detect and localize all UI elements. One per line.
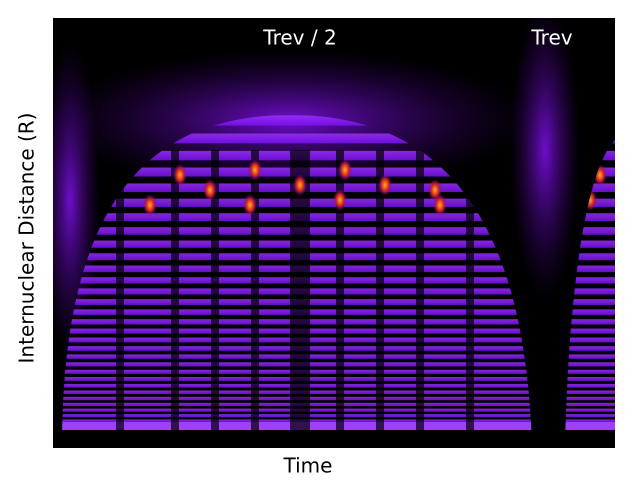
- fringe: [62, 133, 615, 144]
- hot-spot: [433, 194, 447, 216]
- hot-spot: [173, 164, 187, 186]
- annotation: Trev: [530, 26, 572, 50]
- hot-spot: [378, 174, 392, 196]
- fringes: [62, 115, 615, 448]
- dark-channel: [211, 150, 219, 448]
- dark-channel: [336, 150, 344, 448]
- glow: [510, 18, 580, 300]
- dark-channel: [251, 150, 259, 448]
- fringe: [62, 115, 615, 126]
- dark-channel: [416, 150, 424, 448]
- y-axis-label: Internuclear Distance (R): [15, 113, 39, 364]
- hot-spot: [248, 159, 262, 181]
- dark-channel: [171, 150, 179, 448]
- dark-channel: [466, 150, 474, 448]
- hot-spot: [203, 179, 217, 201]
- dark-channel: [290, 150, 310, 448]
- dark-channel: [376, 150, 384, 448]
- fringe-base: [62, 422, 615, 430]
- x-axis-label: Time: [283, 454, 333, 478]
- fringe: [62, 419, 615, 423]
- hot-spot: [333, 189, 347, 211]
- heatmap: [53, 18, 615, 448]
- hot-spot: [338, 159, 352, 181]
- hot-spot: [143, 194, 157, 216]
- annotation: Trev / 2: [262, 26, 336, 50]
- dark-channel: [116, 150, 124, 448]
- hot-spot: [293, 174, 307, 196]
- hot-spot: [243, 194, 257, 216]
